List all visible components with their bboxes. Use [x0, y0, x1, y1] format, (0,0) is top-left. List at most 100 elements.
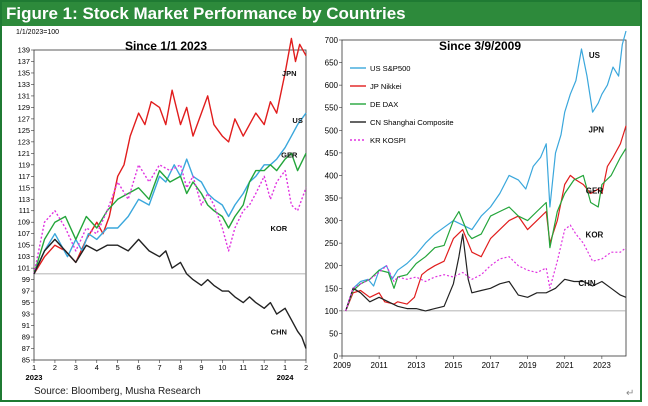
- y-tick-label: 103: [18, 252, 30, 261]
- x-year-label: 2023: [26, 373, 43, 382]
- series-label-ger: GER: [586, 186, 604, 195]
- x-tick-label: 7: [157, 363, 161, 372]
- y-tick-label: 300: [325, 217, 339, 226]
- y-tick-label: 500: [325, 126, 339, 135]
- x-tick-label: 2023: [593, 361, 611, 370]
- x-tick-label: 2017: [482, 361, 500, 370]
- series-line-us: [33, 112, 307, 275]
- series-label-kor: KOR: [586, 231, 604, 240]
- y-tick-label: 89: [22, 333, 30, 342]
- y-tick-label: 87: [22, 344, 30, 353]
- y-tick-label: 0: [334, 352, 339, 361]
- y-tick-label: 127: [18, 114, 30, 123]
- y-tick-label: 95: [22, 298, 30, 307]
- y-tick-label: 109: [18, 218, 30, 227]
- x-tick-label: 2015: [444, 361, 462, 370]
- y-tick-label: 113: [18, 195, 30, 204]
- y-tick-label: 137: [18, 57, 30, 66]
- y-tick-label: 117: [18, 172, 30, 181]
- legend: US S&P500 JP Nikkei DE DAX CN Shanghai Comp…: [350, 64, 454, 145]
- y-tick-label: 139: [18, 46, 30, 55]
- x-tick-label: 3: [74, 363, 78, 372]
- x-tick-label: 2009: [333, 361, 351, 370]
- series-line-kor: [33, 164, 307, 275]
- legend-entry: KR KOSPI: [370, 136, 406, 145]
- series-line-jpn: [345, 125, 627, 312]
- series-label-us: US: [589, 51, 601, 60]
- y-tick-label: 121: [18, 149, 30, 158]
- y-tick-label: 105: [18, 241, 30, 250]
- series-line-chn: [33, 238, 307, 349]
- y-tick-label: 550: [325, 104, 339, 113]
- title-bar: Figure 1: Stock Market Performance by Co…: [2, 2, 640, 26]
- y-tick-label: 91: [22, 321, 30, 330]
- x-tick-label: 2021: [556, 361, 574, 370]
- series-label-kor: KOR: [270, 224, 287, 233]
- x-tick-label: 5: [116, 363, 120, 372]
- y-tick-label: 93: [22, 310, 30, 319]
- y-tick-label: 85: [22, 356, 30, 365]
- y-tick-label: 99: [22, 275, 30, 284]
- legend-entry: DE DAX: [370, 100, 398, 109]
- y-tick-label: 101: [18, 264, 30, 273]
- x-tick-label: 4: [95, 363, 99, 372]
- series-label-jpn: JPN: [282, 69, 297, 78]
- y-tick-label: 125: [18, 126, 30, 135]
- x-tick-label: 6: [137, 363, 141, 372]
- y-tick-label: 450: [325, 149, 339, 158]
- y-tick-label: 650: [325, 59, 339, 68]
- y-tick-label: 111: [19, 206, 30, 215]
- y-tick-label: 350: [325, 194, 339, 203]
- y-tick-label: 129: [18, 103, 30, 112]
- y-tick-label: 150: [325, 284, 339, 293]
- y-tick-label: 115: [18, 183, 30, 192]
- y-tick-label: 131: [18, 91, 30, 100]
- series-label-ger: GER: [281, 150, 298, 159]
- x-tick-label: 2: [304, 363, 308, 372]
- y-tick-label: 97: [22, 287, 30, 296]
- x-tick-label: 1: [283, 363, 287, 372]
- x-tick-label: 9: [199, 363, 203, 372]
- index-note: 1/1/2023=100: [16, 29, 59, 36]
- x-tick-label: 2011: [371, 361, 389, 370]
- series-label-jpn: JPN: [589, 126, 605, 135]
- series-label-chn: CHN: [271, 328, 287, 337]
- x-tick-label: 1: [32, 363, 36, 372]
- y-tick-label: 400: [325, 171, 339, 180]
- series-label-chn: CHN: [578, 279, 596, 288]
- x-tick-label: 2019: [519, 361, 537, 370]
- y-tick-label: 135: [18, 68, 30, 77]
- chart-title: Since 3/9/2009: [439, 39, 521, 53]
- y-tick-label: 107: [18, 229, 30, 238]
- y-tick-label: 123: [18, 137, 30, 146]
- y-tick-label: 119: [18, 160, 30, 169]
- figure-title: Figure 1: Stock Market Performance by Co…: [6, 4, 406, 23]
- series-label-us: US: [292, 116, 302, 125]
- legend-entry: US S&P500: [370, 64, 411, 73]
- chart-title: Since 1/1 2023: [125, 39, 207, 53]
- chart-since-2009: Since 3/9/2009 0 50 100 150 200 250 300 350 400 45…: [325, 30, 627, 370]
- series-line-jpn: [33, 37, 307, 275]
- series-line-ger: [345, 147, 627, 312]
- y-tick-label: 50: [329, 329, 338, 338]
- source-note: Source: Bloomberg, Musha Research: [34, 386, 201, 397]
- x-tick-label: 8: [178, 363, 182, 372]
- x-tick-label: 10: [218, 363, 226, 372]
- legend-entry: CN Shanghai Composite: [370, 118, 454, 127]
- plot-area: [33, 49, 307, 361]
- y-tick-label: 100: [325, 307, 339, 316]
- y-tick-label: 700: [325, 36, 339, 45]
- x-tick-label: 2: [53, 363, 57, 372]
- x-tick-label: 2013: [407, 361, 425, 370]
- y-tick-label: 250: [325, 239, 339, 248]
- x-tick-label: 11: [239, 363, 247, 372]
- y-tick-label: 200: [325, 262, 339, 271]
- series-line-us: [345, 30, 627, 312]
- series-line-chn: [345, 233, 627, 312]
- series-line-ger: [33, 152, 307, 275]
- legend-entry: JP Nikkei: [370, 82, 402, 91]
- resize-corner-icon: ↵: [626, 388, 635, 399]
- y-tick-label: 600: [325, 81, 339, 90]
- x-year-label: 2024: [277, 373, 295, 382]
